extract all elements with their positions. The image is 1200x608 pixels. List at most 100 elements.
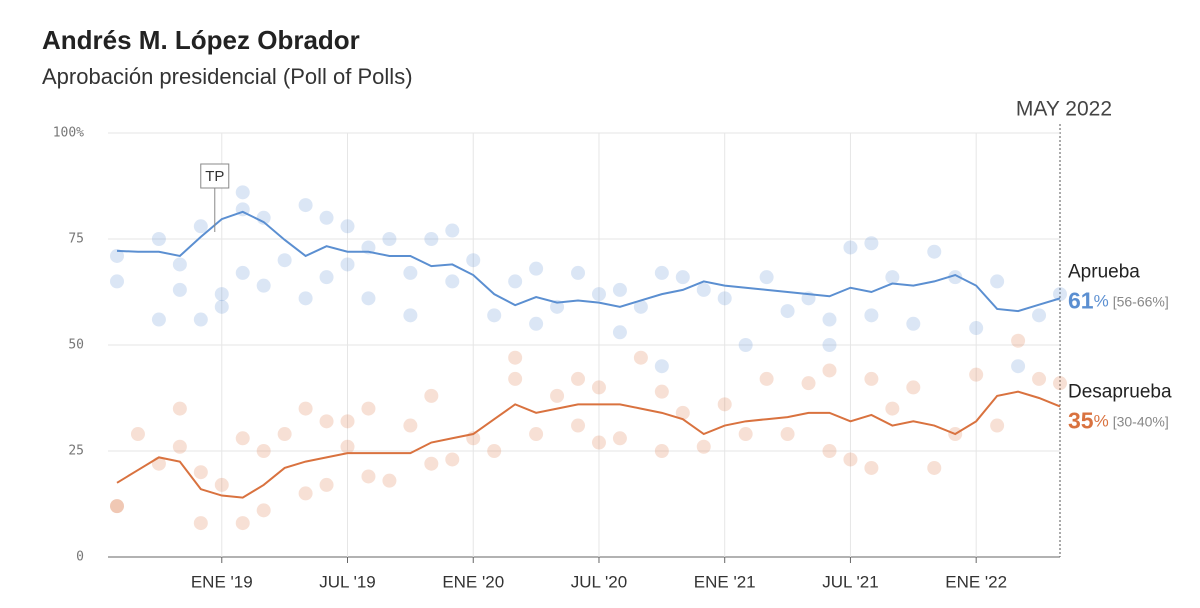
current-range: [56-66%] [1113,293,1169,309]
poll-point [990,418,1005,433]
poll-point [1053,287,1067,302]
poll-point [172,257,187,272]
poll-point [654,444,669,458]
series-line [116,210,1061,313]
poll-point [927,244,942,259]
poll-point [612,325,627,340]
poll-point [508,350,523,365]
current-number: 35 [1068,408,1094,434]
poll-point [675,405,690,420]
poll-point [110,499,124,514]
poll-point [508,371,523,386]
poll-point [529,427,544,442]
x-tick-label: ENE '21 [694,572,756,591]
poll-point [235,265,250,280]
y-tick-label: 0 [76,550,84,565]
poll-point [319,270,334,285]
y-tick-label: 25 [68,444,84,459]
poll-point [864,460,879,475]
date-label: MAY 2022 [1016,98,1112,121]
poll-point [445,223,460,238]
poll-point [340,257,355,272]
poll-point [571,418,586,433]
current-unit: % [1094,412,1109,431]
poll-point [487,444,502,458]
annotation-box [200,163,230,189]
poll-point [130,427,145,442]
poll-point [1032,371,1047,386]
x-tick-label: ENE '19 [191,572,253,591]
poll-point [277,427,292,442]
poll-point [591,435,606,450]
poll-point [424,388,439,403]
poll-point [193,219,208,234]
poll-point [298,486,313,501]
y-tick-label: 75 [68,232,84,247]
poll-point [906,380,921,395]
poll-point [864,236,879,251]
poll-point [403,308,418,323]
poll-point [738,338,753,352]
current-number: 61 [1068,287,1094,313]
poll-point [172,439,187,454]
poll-point [969,367,984,382]
poll-point [885,401,900,416]
poll-point [571,371,586,386]
poll-point [151,312,166,327]
poll-point [445,274,460,289]
poll-point [319,414,334,429]
poll-point [110,274,124,289]
poll-point [214,299,229,314]
poll-point [340,439,355,454]
poll-point [822,312,837,327]
poll-point [298,291,313,306]
poll-point [403,418,418,433]
legend-label: Desaprueba [1068,381,1172,402]
poll-point [927,460,942,475]
poll-point [193,465,208,480]
poll-point [256,444,271,458]
poll-point [822,338,837,352]
poll-point [1011,359,1026,374]
poll-point [110,499,124,514]
poll-point [235,185,250,200]
poll-point [591,287,606,302]
y-tick-label: 50 [68,338,84,353]
poll-point [172,401,187,416]
poll-point [256,278,271,293]
current-range: [30-40%] [1113,413,1169,429]
x-tick-label: ENE '20 [442,572,504,591]
poll-point [885,270,900,285]
poll-point [822,363,837,378]
poll-point [487,308,502,323]
poll-point [214,287,229,302]
poll-point [717,397,732,412]
poll-point [193,516,208,531]
poll-point [864,308,879,323]
poll-point [906,316,921,331]
poll-point [403,265,418,280]
poll-point [948,270,963,285]
poll-point [529,316,544,331]
poll-point [675,270,690,285]
poll-point [110,248,124,263]
poll-point [424,232,439,246]
poll-point [508,274,523,289]
poll-point [571,265,586,280]
poll-point [843,240,858,255]
poll-point [612,282,627,297]
legend-label: Aprueba [1068,261,1140,282]
poll-point [696,439,711,454]
poll-point [361,401,376,416]
poll-point [382,473,397,488]
x-tick-label: JUL '20 [571,572,627,591]
poll-point [319,210,334,225]
poll-point [235,431,250,446]
poll-point [1032,308,1047,323]
chart-subtitle: Aprobación presidencial (Poll of Polls) [42,64,413,89]
poll-point [382,232,397,246]
poll-point [654,265,669,280]
poll-point [277,253,292,268]
poll-point [969,321,984,336]
